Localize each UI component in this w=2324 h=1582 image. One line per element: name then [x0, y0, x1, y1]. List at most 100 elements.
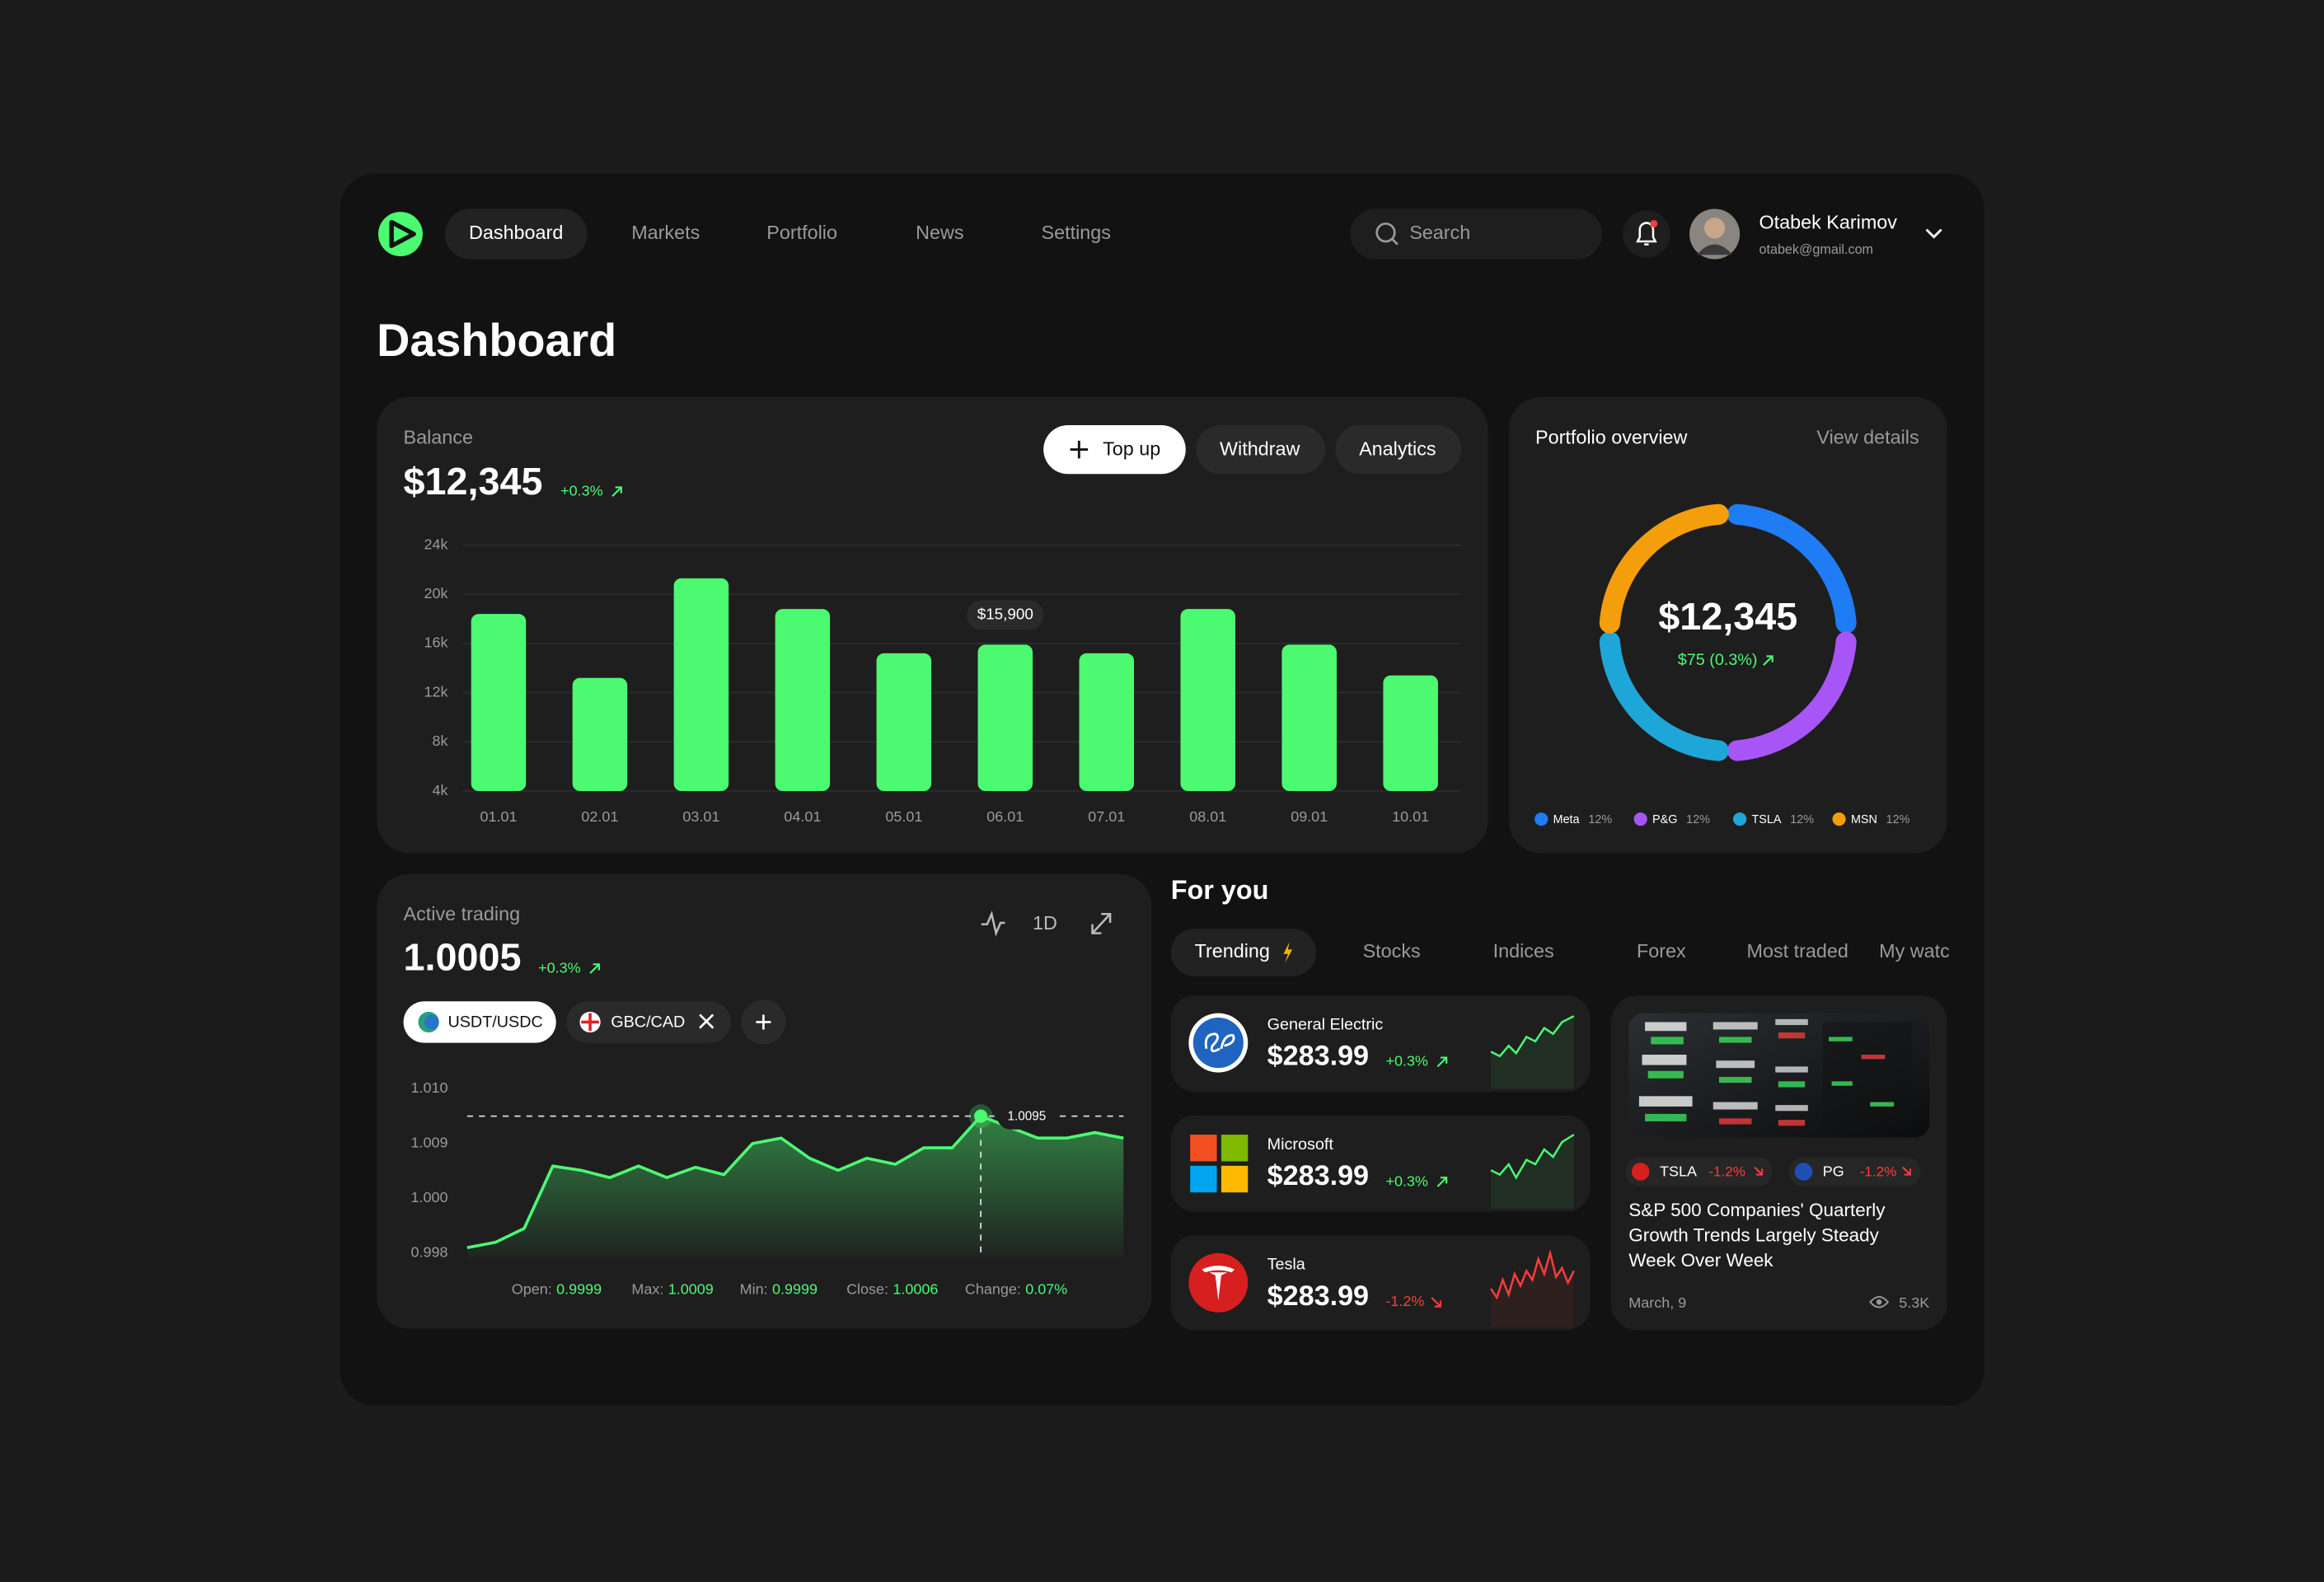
legend-label: MSN — [1851, 813, 1877, 826]
ticker-logo — [1794, 1163, 1813, 1181]
pair-icon — [581, 1013, 599, 1032]
news-headline[interactable]: S&P 500 Companies' Quarterly Growth Tren… — [1628, 1200, 1886, 1271]
tesla-logo-mark — [1202, 1266, 1235, 1301]
tab[interactable]: Indices — [1493, 940, 1554, 962]
search-box[interactable] — [1350, 208, 1602, 260]
news-card[interactable]: TSLA -1.2% PG -1.2% S&P 500 Companies' Q… — [1610, 995, 1947, 1331]
donut-segment — [1727, 503, 1857, 634]
button-label[interactable]: Top up — [1103, 438, 1160, 460]
pair-chip-active[interactable] — [403, 1001, 556, 1043]
ticker-chip — [1625, 1157, 1773, 1186]
pair-icon — [424, 1014, 439, 1030]
x-tick-label: 05.01 — [885, 808, 922, 825]
nav-item[interactable]: Settings — [1042, 222, 1111, 243]
search-placeholder: Search — [1409, 222, 1470, 243]
legend-swatch — [1633, 812, 1647, 826]
donut-segment — [1599, 631, 1729, 761]
stock-card[interactable]: Tesla $283.99 -1.2% — [1170, 1235, 1591, 1331]
page-title: Dashboard — [377, 315, 616, 366]
up-arrow — [589, 963, 600, 974]
up-arrow — [1436, 1177, 1448, 1187]
withdraw-button[interactable] — [1196, 424, 1325, 475]
button-label[interactable]: Analytics — [1359, 438, 1436, 460]
marker-label-bg — [996, 1102, 1057, 1130]
pair-chip[interactable] — [566, 1001, 731, 1043]
bell-icon — [1636, 222, 1657, 246]
bar — [572, 677, 628, 791]
y-tick-label: 4k — [432, 782, 448, 798]
nav-active-pill — [444, 208, 588, 260]
tab[interactable]: Forex — [1637, 940, 1686, 962]
y-tick-label: 0.998 — [411, 1244, 448, 1261]
value-label-bg — [967, 600, 1044, 630]
ge-logo-mark — [1204, 1032, 1235, 1053]
trading-change: +0.3% — [538, 959, 580, 976]
tab[interactable]: Trending — [1195, 940, 1270, 962]
stat-value: 1.0006 — [893, 1281, 938, 1298]
card-bg — [1170, 995, 1591, 1092]
search-icon — [1391, 238, 1399, 246]
up-arrow — [1436, 1056, 1448, 1068]
y-tick-label: 16k — [424, 634, 448, 651]
stat-value: 0.07% — [1025, 1281, 1067, 1298]
ticker-symbol: PG — [1823, 1163, 1844, 1180]
microsoft-logo — [1190, 1135, 1217, 1162]
nav-item[interactable]: Dashboard — [469, 222, 563, 243]
portfolio-card: Portfolio overview View details $12,345 … — [1508, 396, 1947, 854]
legend-label: TSLA — [1752, 813, 1782, 826]
nav-item[interactable]: Markets — [631, 222, 700, 243]
nav-item[interactable]: Portfolio — [766, 222, 837, 243]
y-tick-label: 12k — [424, 683, 448, 700]
ticker-change: -1.2% — [1708, 1163, 1745, 1179]
view-details-link[interactable]: View details — [1816, 426, 1919, 447]
news-image-ticker-pattern — [1638, 1018, 1912, 1126]
tab[interactable]: Stocks — [1363, 940, 1421, 962]
bar — [673, 578, 729, 791]
stock-name: General Electric — [1267, 1015, 1384, 1033]
expand-button[interactable] — [1091, 912, 1112, 934]
logo-icon — [389, 219, 416, 249]
stock-price: $283.99 — [1267, 1280, 1369, 1312]
remove-pair-button[interactable] — [699, 1013, 715, 1029]
search-icon — [1375, 222, 1396, 243]
trading-label: Active trading — [404, 903, 521, 924]
y-tick-label: 1.010 — [411, 1079, 448, 1096]
nav-item[interactable]: News — [916, 222, 963, 243]
stat-label: Min: — [740, 1281, 768, 1298]
tab-active-pill — [1170, 929, 1316, 976]
analytics-button[interactable] — [1335, 424, 1462, 475]
legend-value: 12% — [1686, 813, 1710, 826]
timeframe-button[interactable]: 1D — [1033, 912, 1057, 934]
ticker-logo — [1631, 1163, 1650, 1181]
legend-label: P&G — [1652, 813, 1677, 826]
tabs: Trending Stocks Indices Forex Most trade… — [1170, 929, 1984, 976]
balance-amount: $12,345 — [404, 460, 543, 503]
stock-card[interactable]: Microsoft $283.99 +0.3% — [1170, 1115, 1591, 1212]
user-menu-chevron[interactable] — [1925, 228, 1942, 239]
donut-segment — [1727, 631, 1857, 761]
views-icon — [1869, 1295, 1890, 1308]
stock-card[interactable]: General Electric $283.99 +0.3% — [1170, 995, 1591, 1092]
legend-swatch — [1733, 812, 1747, 826]
sparkline-fill — [1491, 1252, 1574, 1327]
pair-label[interactable]: GBC/CAD — [611, 1013, 685, 1032]
stock-price: $283.99 — [1267, 1041, 1369, 1072]
tab[interactable]: Most traded — [1747, 940, 1848, 962]
headline-box: S&P 500 Companies' Quarterly Growth Tren… — [1628, 1200, 1886, 1271]
notifications-button[interactable] — [1623, 210, 1670, 258]
x-tick-label: 10.01 — [1392, 808, 1429, 825]
button-label[interactable]: Withdraw — [1220, 438, 1300, 460]
top-up-button[interactable] — [1043, 424, 1186, 475]
up-arrow — [1763, 655, 1773, 666]
plus-icon — [1070, 440, 1089, 459]
donut-segment — [1599, 503, 1729, 634]
value-label: $15,900 — [977, 605, 1033, 622]
x-tick-label: 03.01 — [682, 808, 719, 825]
bar — [471, 614, 527, 791]
tab[interactable]: My watchlist — [1879, 940, 1984, 962]
bar — [876, 653, 932, 791]
stock-change: +0.3% — [1385, 1053, 1427, 1069]
pair-label[interactable]: USDT/USDC — [447, 1013, 542, 1032]
chart-type-button[interactable] — [981, 910, 1005, 937]
stock-name: Microsoft — [1267, 1135, 1334, 1154]
